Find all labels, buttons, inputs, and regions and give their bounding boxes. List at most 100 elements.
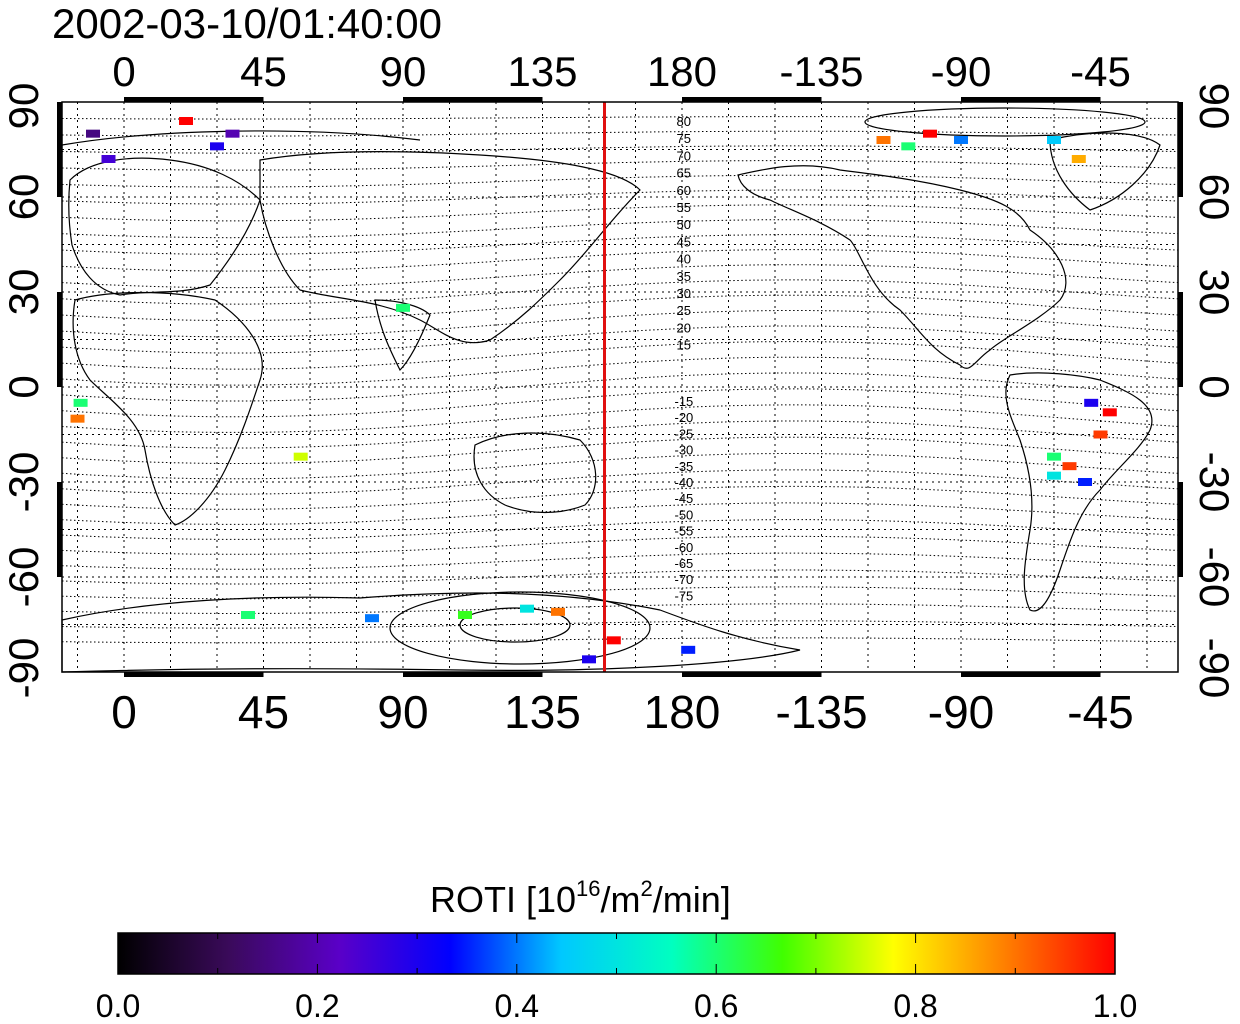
roti-observation-cell xyxy=(179,117,193,125)
contour-label: 60 xyxy=(677,183,691,198)
left-latitude-tick-label: 30 xyxy=(0,269,47,316)
contour-label: 45 xyxy=(677,234,691,249)
roti-observation-cell xyxy=(241,611,255,619)
bottom-longitude-tick-label: -45 xyxy=(1067,686,1133,738)
asia-outline xyxy=(259,151,641,344)
roti-observation-cell xyxy=(70,414,85,423)
colorbar-tick-label: 0.8 xyxy=(893,988,937,1024)
roti-observation-cell xyxy=(1084,398,1099,407)
bottom-longitude-tick-label: -135 xyxy=(775,686,867,738)
roti-observation-cell xyxy=(1047,471,1061,480)
colorbar-tick-label: 1.0 xyxy=(1093,988,1137,1024)
africa-outline xyxy=(72,291,263,526)
roti-observation-cell xyxy=(1071,155,1086,163)
bottom-frame-bar xyxy=(124,672,264,677)
roti-observation-cell xyxy=(606,636,621,645)
colorbar-ticks: 0.0 0.2 0.4 0.6 0.8 1.0 xyxy=(96,933,1137,1024)
right-latitude-tick-label: 30 xyxy=(1191,269,1238,316)
top-longitude-tick-label: 180 xyxy=(647,48,717,95)
colorbar-tick-label: 0.0 xyxy=(96,988,140,1024)
north-america-outline xyxy=(737,165,1067,369)
timestamp-title: 2002-03-10/01:40:00 xyxy=(52,0,442,47)
roti-observation-cell xyxy=(1062,462,1077,471)
roti-observation-cell xyxy=(1102,408,1117,417)
contour-label: 15 xyxy=(677,338,691,353)
colorbar-title: ROTI [1016/m2/min] xyxy=(430,876,731,920)
roti-observation-cell xyxy=(901,142,916,151)
top-longitude-tick-label: 45 xyxy=(240,48,287,95)
map-frame-ticks xyxy=(57,97,1183,677)
roti-observation-cell xyxy=(1047,452,1061,461)
left-latitude-tick-label: -30 xyxy=(0,452,47,513)
top-frame-bar xyxy=(682,97,822,102)
top-longitude-tick-label: 90 xyxy=(380,48,427,95)
top-frame-bar xyxy=(124,97,264,102)
contour-label: 25 xyxy=(677,303,691,318)
bottom-longitude-tick-label: -90 xyxy=(928,686,994,738)
contour-label: -35 xyxy=(675,459,694,474)
north-pole-oval xyxy=(864,107,1146,137)
contour-label: -30 xyxy=(675,443,694,458)
left-latitude-tick-label: -60 xyxy=(0,547,47,608)
contour-label: 30 xyxy=(677,286,691,301)
left-latitude-tick-label: 90 xyxy=(0,83,47,130)
bottom-longitude-tick-label: 90 xyxy=(377,686,428,738)
bottom-frame-bar xyxy=(682,672,822,677)
contour-label: 70 xyxy=(677,148,691,163)
south-pole-oval-outer xyxy=(389,591,651,665)
south-pole-oval-inner xyxy=(459,607,571,643)
right-latitude-tick-label: -60 xyxy=(1191,547,1238,608)
contour-label: -50 xyxy=(675,507,694,522)
contour-label: -55 xyxy=(675,524,694,539)
top-longitude-axis: 0 45 90 135 180 -135 -90 -45 xyxy=(112,48,1131,95)
right-latitude-tick-label: 60 xyxy=(1191,174,1238,221)
contour-label: 50 xyxy=(677,217,691,232)
contour-label: 75 xyxy=(677,131,691,146)
right-latitude-tick-label: 90 xyxy=(1191,83,1238,130)
roti-observation-cell xyxy=(225,129,240,138)
right-latitude-tick-label: -30 xyxy=(1191,452,1238,513)
bottom-longitude-axis: 0 45 90 135 180 -135 -90 -45 xyxy=(111,686,1134,738)
contour-label: 20 xyxy=(677,320,691,335)
contour-label: -65 xyxy=(675,556,694,571)
contour-label: 35 xyxy=(677,269,691,284)
contour-label: 80 xyxy=(677,114,691,129)
contour-label: -40 xyxy=(675,475,694,490)
roti-observation-cell xyxy=(458,611,472,619)
contour-label: -60 xyxy=(675,540,694,555)
roti-observation-cell xyxy=(520,604,534,613)
right-latitude-axis: 90 60 30 0 -30 -60 -90 xyxy=(1191,83,1238,699)
contour-label: -70 xyxy=(675,572,694,587)
contour-label: -15 xyxy=(675,394,694,409)
right-frame-bar xyxy=(1178,482,1183,577)
contour-label: 40 xyxy=(677,252,691,267)
left-frame-bar xyxy=(57,292,62,387)
south-america-outline xyxy=(1005,372,1153,612)
left-latitude-tick-label: 60 xyxy=(0,174,47,221)
roti-observation-cell xyxy=(73,398,88,407)
roti-observation-cell xyxy=(1047,136,1061,144)
right-frame-bar xyxy=(1178,102,1183,197)
roti-observation-cell xyxy=(86,129,100,138)
right-latitude-tick-label: -90 xyxy=(1191,638,1238,699)
top-longitude-tick-label: -90 xyxy=(931,48,992,95)
roti-observation-cell xyxy=(954,136,968,144)
colorbar-tick-label: 0.4 xyxy=(495,988,539,1024)
top-longitude-tick-label: -135 xyxy=(779,48,863,95)
contour-label: -45 xyxy=(675,491,694,506)
right-frame-bar xyxy=(1178,292,1183,387)
roti-observation-cell xyxy=(1093,430,1108,439)
roti-observation-layer xyxy=(70,117,1117,664)
contour-label: -20 xyxy=(675,410,694,425)
roti-observation-cell xyxy=(681,645,696,654)
continent-outlines xyxy=(61,130,1161,673)
top-longitude-tick-label: 0 xyxy=(112,48,135,95)
contour-label: 65 xyxy=(677,166,691,181)
left-latitude-tick-label: 0 xyxy=(0,375,47,398)
bottom-longitude-tick-label: 45 xyxy=(238,686,289,738)
left-frame-bar xyxy=(57,102,62,197)
roti-observation-cell xyxy=(101,155,116,163)
australia-outline xyxy=(473,432,597,514)
map-panel: 80 75 70 65 60 55 50 45 40 35 30 25 20 15 -15-20-25 -30… xyxy=(57,97,1183,677)
